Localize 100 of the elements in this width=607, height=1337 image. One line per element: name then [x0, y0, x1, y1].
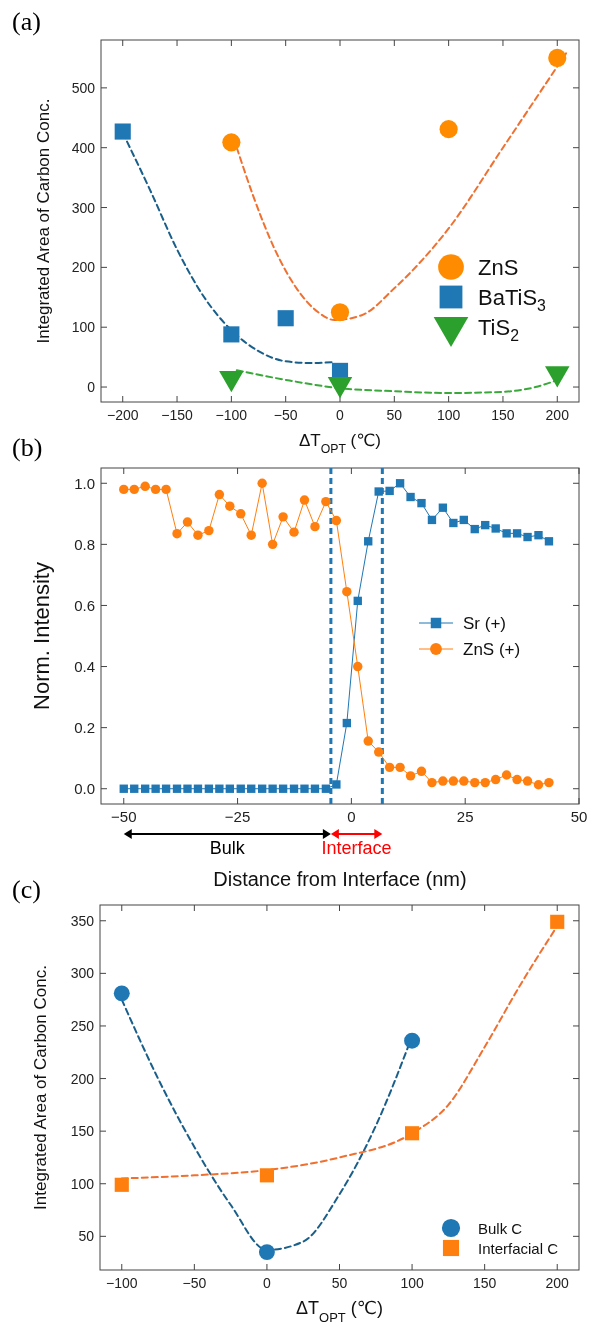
point	[268, 784, 277, 793]
point	[140, 784, 150, 793]
y-tick-label: 0.6	[74, 596, 95, 614]
legend-label: ZnS (+)	[463, 639, 521, 659]
point	[490, 774, 501, 785]
point	[512, 529, 522, 538]
point	[385, 486, 394, 496]
x-tick-label: 50	[570, 808, 588, 825]
point	[151, 784, 160, 793]
y-axis-title: Norm. Intensity	[29, 562, 54, 710]
y-tick-label: 400	[71, 139, 96, 156]
point	[150, 484, 161, 495]
point	[332, 780, 341, 789]
point	[522, 776, 533, 786]
point	[404, 1032, 421, 1049]
x-tick-label: 0	[263, 1275, 272, 1291]
point	[533, 780, 544, 790]
point	[129, 484, 139, 495]
point	[140, 481, 150, 492]
point	[225, 784, 235, 793]
point	[215, 784, 224, 793]
point	[222, 133, 241, 152]
x-tick-label: −50	[273, 407, 298, 423]
point	[204, 525, 214, 536]
point	[214, 489, 225, 500]
point	[289, 527, 299, 537]
point	[534, 531, 543, 540]
point	[193, 784, 203, 793]
y-tick-label: 350	[70, 912, 95, 929]
point	[310, 521, 320, 532]
x-tick-label: 100	[436, 407, 461, 423]
point	[470, 524, 479, 534]
point	[459, 515, 469, 525]
point	[289, 784, 299, 793]
point	[204, 784, 214, 793]
y-tick-label: 100	[71, 319, 96, 336]
point	[223, 326, 240, 343]
y-tick-label: 0.2	[74, 719, 95, 737]
point	[502, 529, 511, 538]
point	[321, 784, 331, 793]
point	[353, 661, 363, 672]
point	[470, 777, 480, 788]
point	[405, 771, 416, 781]
legend-label: BaTiS$_{3}$	[478, 284, 547, 314]
point	[113, 985, 130, 1002]
point	[278, 512, 288, 522]
point	[417, 498, 426, 508]
point	[427, 515, 437, 525]
point	[182, 517, 193, 527]
point	[246, 530, 256, 540]
point	[512, 774, 522, 785]
x-tick-label: 50	[386, 407, 403, 423]
point	[183, 784, 192, 793]
point	[300, 784, 309, 793]
point	[342, 587, 352, 597]
point	[364, 537, 373, 546]
y-tick-label: 100	[70, 1175, 95, 1192]
y-tick-label: 50	[78, 1228, 95, 1245]
y-tick-label: 300	[71, 199, 96, 216]
chart-title: (c)	[12, 875, 41, 904]
y-tick-label: 0.4	[74, 658, 95, 676]
y-axis-title: Integrated Area of Carbon Conc.	[34, 98, 53, 344]
point	[172, 784, 182, 793]
x-tick-label: 50	[331, 1275, 348, 1291]
point	[119, 784, 128, 793]
y-axis-title: Integrated Area of Carbon Conc.	[31, 965, 50, 1210]
x-axis-title: ΔT$_{OPT}$ (℃)	[298, 431, 382, 456]
chart-title: (a)	[12, 7, 41, 36]
x-tick-label: −100	[215, 407, 248, 423]
point	[544, 537, 554, 546]
point	[258, 1244, 275, 1261]
y-tick-label: 250	[70, 1017, 95, 1034]
point	[481, 520, 490, 530]
y-tick-label: 500	[71, 79, 96, 96]
point	[236, 784, 245, 793]
text: Bulk	[209, 838, 246, 858]
point	[501, 770, 512, 780]
point	[342, 718, 352, 728]
point	[172, 528, 182, 539]
y-tick-label: 0.8	[74, 535, 95, 553]
point	[373, 747, 384, 757]
x-tick-label: −50	[182, 1275, 207, 1291]
legend-label: Sr (+)	[463, 613, 506, 633]
point	[416, 766, 427, 777]
point	[395, 762, 405, 773]
point	[480, 777, 490, 788]
point	[161, 784, 171, 793]
y-tick-label: 1.0	[74, 474, 95, 492]
point	[130, 784, 139, 793]
y-tick-label: 200	[70, 1070, 95, 1087]
y-tick-label: 300	[70, 965, 95, 982]
point	[119, 484, 129, 495]
point	[321, 496, 331, 507]
point	[259, 1168, 274, 1183]
chart-title: (b)	[12, 433, 43, 462]
legend-label: TiS$_{2}$	[478, 314, 519, 344]
y-tick-label: 0.0	[74, 780, 95, 798]
point	[448, 776, 459, 786]
x-axis-title: Distance from Interface (nm)	[213, 868, 467, 890]
point	[550, 914, 565, 929]
